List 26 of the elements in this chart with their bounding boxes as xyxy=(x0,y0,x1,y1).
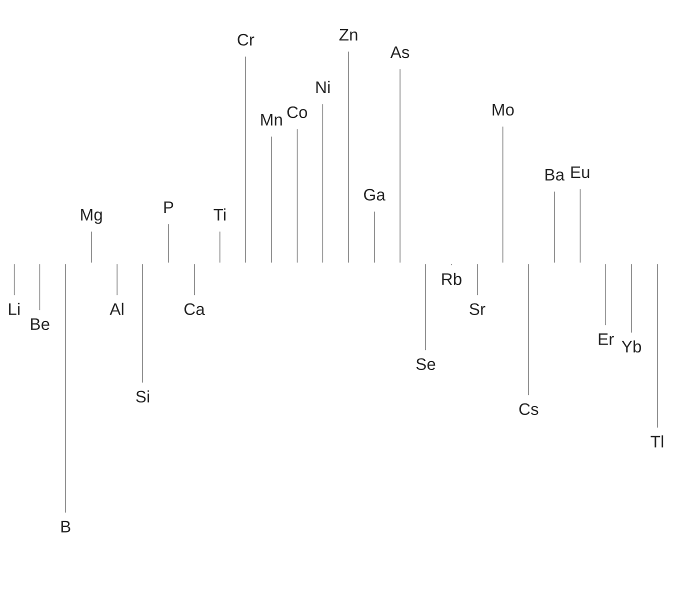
x-tick-label: P xyxy=(164,202,174,213)
x-tick-label: Eu xyxy=(571,166,590,178)
x-tick-label: Ca xyxy=(184,303,205,316)
x-tick-label: Mo xyxy=(492,104,514,116)
x-tick-label: As xyxy=(390,46,410,58)
x-tick-label: Be xyxy=(31,318,50,330)
x-tick-label: Se xyxy=(416,358,436,370)
x-tick-label: Li xyxy=(9,302,20,315)
x-tick-label: Co xyxy=(287,106,308,118)
x-tick-label: Ni xyxy=(316,80,330,93)
x-tick-label: Ba xyxy=(546,169,565,181)
x-tick-label: Zn xyxy=(339,29,358,40)
x-tick-label: Cr xyxy=(238,34,254,46)
x-tick-label: Rb xyxy=(442,272,462,286)
x-tick-label: Sr xyxy=(470,303,486,316)
x-tick-label: Al xyxy=(110,302,124,315)
x-tick-label: B xyxy=(61,520,70,532)
x-tick-label: Mg xyxy=(81,209,102,224)
x-tick-label: Er xyxy=(598,333,614,345)
x-tick-label: Si xyxy=(136,390,150,403)
x-tick-label: Ti xyxy=(214,208,226,220)
x-tick-label: Tl xyxy=(650,435,664,448)
x-tick-label: Mn xyxy=(261,114,282,126)
x-tick-label: Cs xyxy=(519,403,538,416)
x-tick-label: Yb xyxy=(622,340,642,353)
x-tick-label: Ga xyxy=(364,188,386,201)
